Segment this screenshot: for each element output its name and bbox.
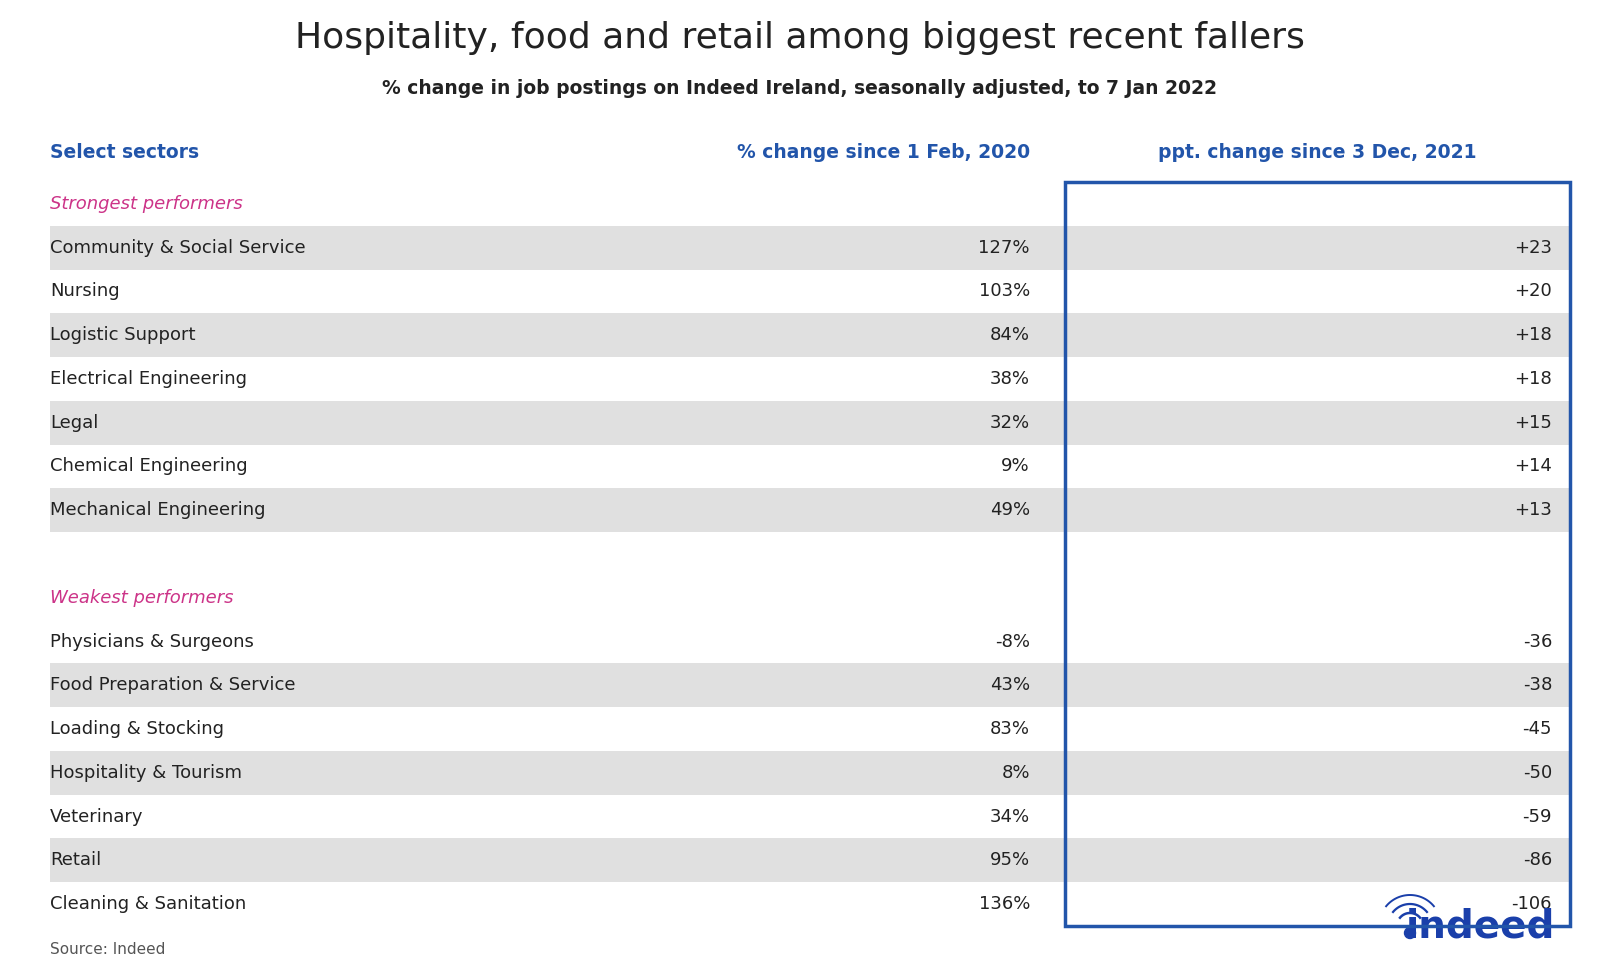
- Bar: [50, 663, 1570, 708]
- Text: 32%: 32%: [990, 413, 1030, 432]
- Text: +18: +18: [1514, 370, 1552, 388]
- Bar: [50, 838, 1570, 882]
- Text: Nursing: Nursing: [50, 283, 120, 300]
- Text: 34%: 34%: [990, 807, 1030, 826]
- Text: Strongest performers: Strongest performers: [50, 195, 243, 213]
- Text: +18: +18: [1514, 326, 1552, 345]
- Text: 83%: 83%: [990, 720, 1030, 738]
- Text: 38%: 38%: [990, 370, 1030, 388]
- Text: Veterinary: Veterinary: [50, 807, 144, 826]
- Text: Legal: Legal: [50, 413, 98, 432]
- Text: -45: -45: [1523, 720, 1552, 738]
- Text: Source: Indeed: Source: Indeed: [50, 943, 165, 957]
- Text: +23: +23: [1514, 239, 1552, 257]
- Circle shape: [1405, 927, 1416, 939]
- Text: Food Preparation & Service: Food Preparation & Service: [50, 677, 296, 694]
- Text: -36: -36: [1523, 632, 1552, 650]
- Text: +15: +15: [1514, 413, 1552, 432]
- Text: Loading & Stocking: Loading & Stocking: [50, 720, 224, 738]
- Text: Physicians & Surgeons: Physicians & Surgeons: [50, 632, 254, 650]
- Text: +14: +14: [1514, 458, 1552, 475]
- Text: Weakest performers: Weakest performers: [50, 589, 234, 607]
- Text: 8%: 8%: [1002, 764, 1030, 782]
- Bar: [50, 401, 1570, 444]
- Text: Hospitality, food and retail among biggest recent fallers: Hospitality, food and retail among bigge…: [294, 21, 1306, 55]
- Text: 49%: 49%: [990, 501, 1030, 519]
- Text: +20: +20: [1514, 283, 1552, 300]
- Text: Electrical Engineering: Electrical Engineering: [50, 370, 246, 388]
- Text: 136%: 136%: [979, 895, 1030, 913]
- Text: -8%: -8%: [995, 632, 1030, 650]
- Text: 103%: 103%: [979, 283, 1030, 300]
- Text: Chemical Engineering: Chemical Engineering: [50, 458, 248, 475]
- Text: Select sectors: Select sectors: [50, 142, 198, 162]
- Text: % change since 1 Feb, 2020: % change since 1 Feb, 2020: [738, 142, 1030, 162]
- Text: 127%: 127%: [979, 239, 1030, 257]
- Bar: [50, 226, 1570, 269]
- Text: % change in job postings on Indeed Ireland, seasonally adjusted, to 7 Jan 2022: % change in job postings on Indeed Irela…: [382, 78, 1218, 98]
- Text: 95%: 95%: [990, 851, 1030, 869]
- Bar: [50, 751, 1570, 795]
- Text: ppt. change since 3 Dec, 2021: ppt. change since 3 Dec, 2021: [1158, 142, 1477, 162]
- Text: Mechanical Engineering: Mechanical Engineering: [50, 501, 266, 519]
- Bar: [50, 314, 1570, 357]
- Text: Cleaning & Sanitation: Cleaning & Sanitation: [50, 895, 246, 913]
- Text: -59: -59: [1523, 807, 1552, 826]
- Text: +13: +13: [1514, 501, 1552, 519]
- Text: Community & Social Service: Community & Social Service: [50, 239, 306, 257]
- Text: -106: -106: [1512, 895, 1552, 913]
- Text: -86: -86: [1523, 851, 1552, 869]
- Text: 84%: 84%: [990, 326, 1030, 345]
- Text: Retail: Retail: [50, 851, 101, 869]
- Text: 43%: 43%: [990, 677, 1030, 694]
- Text: 9%: 9%: [1002, 458, 1030, 475]
- Text: Hospitality & Tourism: Hospitality & Tourism: [50, 764, 242, 782]
- Text: -38: -38: [1523, 677, 1552, 694]
- Text: indeed: indeed: [1405, 907, 1555, 945]
- Text: Logistic Support: Logistic Support: [50, 326, 195, 345]
- Bar: [50, 488, 1570, 532]
- Text: -50: -50: [1523, 764, 1552, 782]
